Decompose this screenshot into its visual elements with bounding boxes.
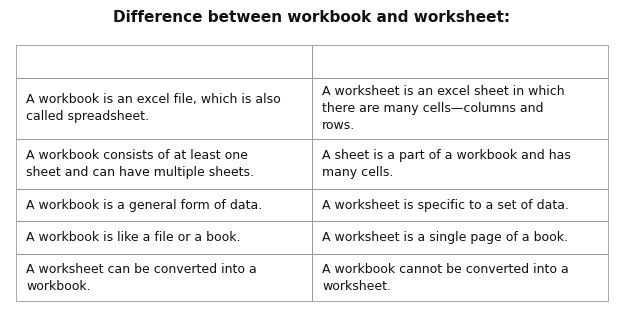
Text: A worksheet is specific to a set of data.: A worksheet is specific to a set of data… [323,199,569,212]
Text: A worksheet is a single page of a book.: A worksheet is a single page of a book. [323,231,568,244]
Text: A workbook consists of at least one
sheet and can have multiple sheets.: A workbook consists of at least one shee… [26,149,254,179]
Text: A worksheet is an excel sheet in which
there are many cells—columns and
rows.: A worksheet is an excel sheet in which t… [323,85,565,132]
Text: A workbook cannot be converted into a
worksheet.: A workbook cannot be converted into a wo… [323,263,569,293]
Text: Worksheet: Worksheet [418,54,502,68]
Text: A sheet is a part of a workbook and has
many cells.: A sheet is a part of a workbook and has … [323,149,571,179]
Text: A workbook is a general form of data.: A workbook is a general form of data. [26,199,262,212]
Text: Difference between workbook and worksheet:: Difference between workbook and workshee… [114,10,510,25]
Text: Workbook: Workbook [124,54,203,68]
Text: A workbook is an excel file, which is also
called spreadsheet.: A workbook is an excel file, which is al… [26,93,281,123]
Text: A workbook is like a file or a book.: A workbook is like a file or a book. [26,231,240,244]
Text: A worksheet can be converted into a
workbook.: A worksheet can be converted into a work… [26,263,256,293]
